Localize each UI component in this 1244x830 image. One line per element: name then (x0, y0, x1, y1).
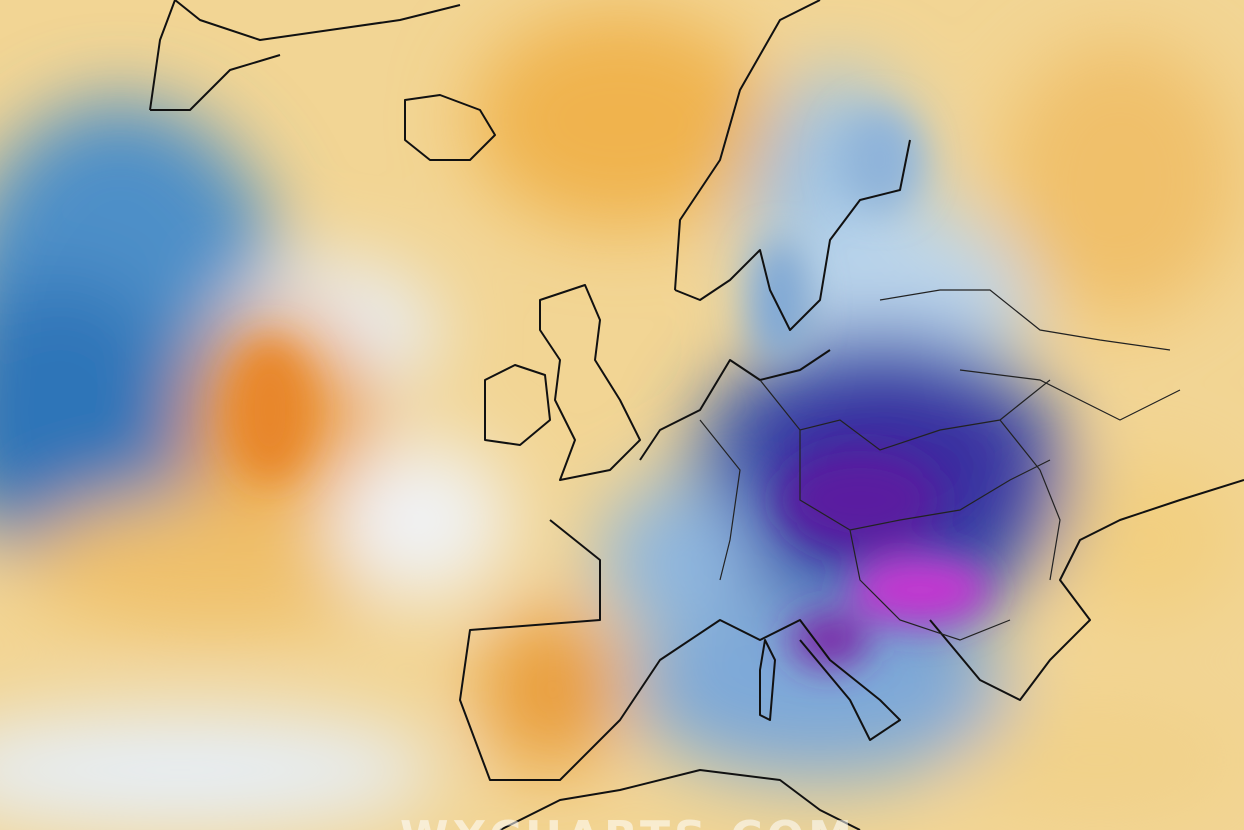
africa-coast (499, 769, 861, 830)
scandinavia-coast (674, 0, 911, 331)
borders (699, 289, 1181, 641)
corsica-sardinia (759, 639, 776, 721)
britain-coast (539, 284, 641, 481)
greenland-coast (149, 0, 461, 111)
watermark: WXCHARTS.COM (400, 812, 856, 830)
coastlines (149, 0, 1244, 830)
iceland-coast (404, 94, 496, 161)
ireland-coast (484, 364, 551, 446)
continent-coast (459, 349, 1244, 781)
